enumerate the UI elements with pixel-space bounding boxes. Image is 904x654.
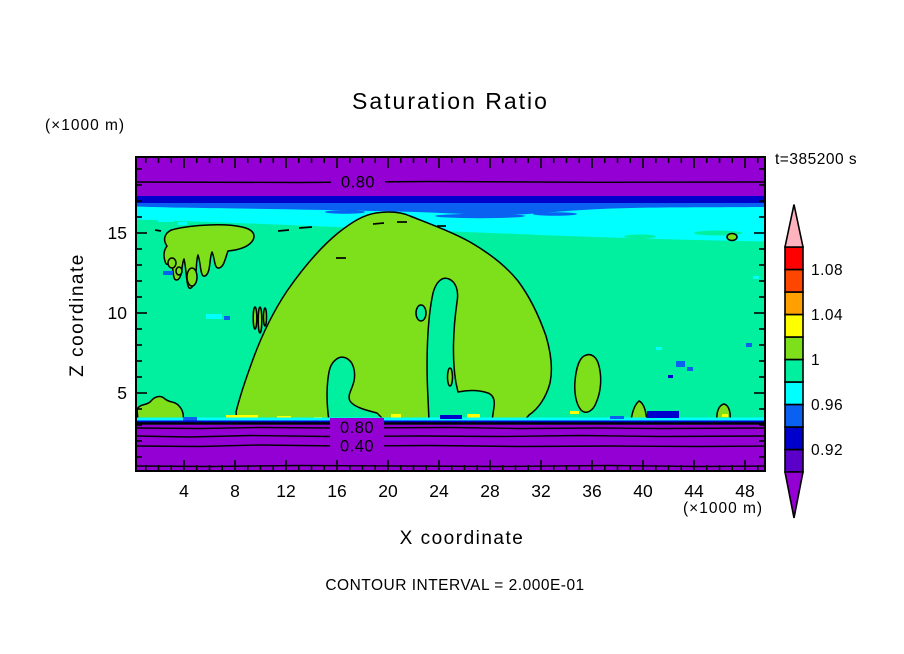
colorbar-tick-label: 0.96 [811, 397, 843, 414]
page-title: Saturation Ratio [352, 88, 549, 114]
contour-label: 0.80 [341, 174, 375, 192]
contour-line-080-bottom [135, 426, 766, 430]
x-tick-label: 12 [276, 481, 295, 501]
x-tick-label: 48 [735, 481, 754, 501]
x-axis-unit-label: (×1000 m) [683, 500, 764, 517]
surface-subsaturated-layer [135, 411, 766, 471]
contour-line-labels: 0.800.800.40 [330, 172, 385, 456]
dome-inlet-right [426, 277, 495, 422]
colorbar-tick-label: 0.92 [811, 442, 843, 459]
x-tick-label: 40 [633, 481, 653, 501]
x-tick-label: 44 [684, 481, 704, 501]
y-axis-unit-label: (×1000 m) [45, 117, 126, 134]
right-leaf-patch [574, 353, 602, 413]
left-surface-blob [136, 395, 185, 422]
y-tick-label: 10 [108, 303, 128, 323]
time-label: t=385200 s [775, 151, 858, 168]
contour-label: 0.80 [340, 419, 374, 437]
contour-line-020 [135, 464, 766, 468]
x-tick-label: 28 [480, 481, 499, 501]
contour-line-040 [135, 444, 766, 448]
moisture-specks [163, 271, 759, 378]
plot-frame [135, 156, 766, 472]
colorbar: 0.92 0.96 1 1.04 1.08 [784, 204, 843, 519]
colorbar-tick-label: 1.04 [811, 307, 843, 324]
supersaturation-regions [136, 211, 738, 422]
y-tick-label: 15 [108, 223, 127, 243]
top-purple-band [136, 157, 765, 196]
top-subsaturated-bands [135, 157, 766, 242]
x-axis-title: X coordinate [399, 528, 525, 549]
axis-ticks [136, 157, 765, 471]
y-tick-label: 5 [117, 383, 127, 403]
bottom-purple-band [136, 424, 765, 471]
x-tick-label: 36 [582, 481, 601, 501]
contour-line-060 [135, 434, 766, 438]
colorbar-tick-label: 1 [811, 352, 820, 369]
x-tick-label: 20 [378, 481, 398, 501]
contour-interval-note: CONTOUR INTERVAL = 2.000E-01 [325, 577, 585, 594]
colorbar-under-arrow [784, 471, 804, 519]
dome-hole [415, 304, 427, 322]
top-right-patch [726, 232, 738, 242]
x-tick-label: 24 [429, 481, 449, 501]
x-tick-label: 4 [179, 481, 189, 501]
contour-label: 0.40 [340, 438, 374, 456]
colorbar-tick-label: 1.08 [811, 262, 843, 279]
main-dome [235, 211, 553, 422]
x-tick-label: 16 [327, 481, 346, 501]
colorbar-over-arrow [784, 204, 804, 248]
dome-inlet-left [326, 356, 386, 422]
contour-fragments [154, 221, 446, 259]
contour-line-080-top [135, 180, 766, 184]
x-tick-label: 32 [531, 481, 550, 501]
upper-left-island [163, 224, 255, 289]
x-tick-label: 8 [230, 481, 240, 501]
